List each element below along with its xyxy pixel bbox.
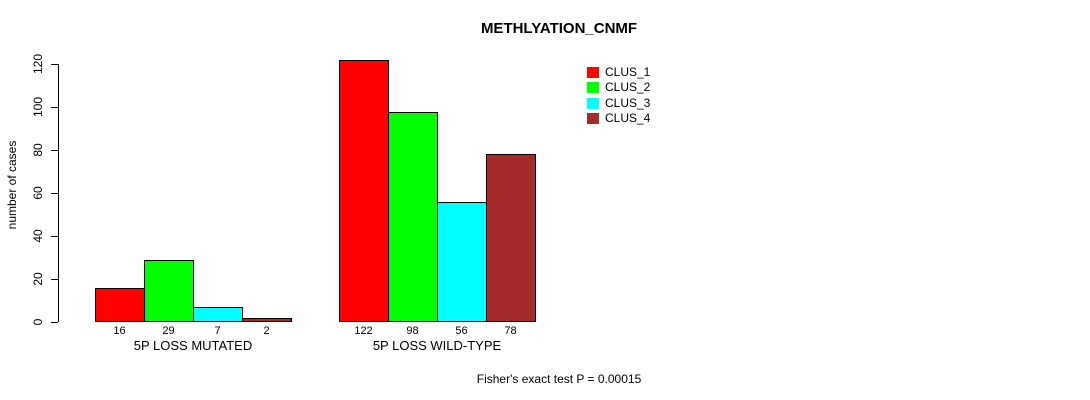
y-axis-tick-label: 20 [31, 272, 45, 286]
bar-clus_2 [388, 111, 438, 322]
bar-clus_2 [144, 259, 194, 322]
x-axis-group-label: 5P LOSS WILD-TYPE [372, 338, 502, 353]
bar-clus_1 [95, 287, 145, 322]
chart-title: METHLYATION_CNMF [480, 20, 638, 37]
bar-value-label: 78 [504, 325, 517, 337]
y-axis-tick [51, 63, 58, 65]
bar-value-label: 2 [263, 325, 270, 337]
y-axis-tick-label: 100 [31, 97, 45, 118]
bar-clus_3 [437, 201, 487, 322]
legend-label: CLUS_1 [605, 65, 651, 79]
bar-value-label: 7 [214, 325, 221, 337]
y-axis-line [58, 63, 59, 323]
legend-item: CLUS_4 [587, 111, 650, 126]
bar-clus_3 [193, 306, 243, 322]
y-axis-tick [51, 235, 58, 237]
y-axis-tick-label: 60 [31, 186, 45, 200]
bar-value-label: 16 [113, 325, 126, 337]
legend-swatch [587, 112, 599, 124]
x-axis-group-label: 5P LOSS MUTATED [133, 338, 253, 353]
legend-swatch [587, 97, 599, 109]
bar-value-label: 98 [406, 325, 419, 337]
legend-label: CLUS_4 [605, 110, 651, 125]
y-axis-tick-label: 40 [31, 229, 45, 243]
bar-clus_4 [486, 154, 536, 322]
legend-label: CLUS_2 [605, 80, 651, 95]
y-axis-tick [51, 192, 58, 194]
y-axis-tick-label: 80 [31, 143, 45, 157]
legend-swatch [587, 82, 599, 94]
y-axis-tick [51, 106, 58, 108]
y-axis-tick [51, 149, 58, 151]
legend: CLUS_1 CLUS_2 CLUS_3 CLUS_4 [587, 65, 650, 126]
bar-clus_4 [242, 317, 292, 322]
bar-value-label: 56 [455, 325, 468, 337]
legend-label: CLUS_3 [605, 95, 651, 110]
legend-item: CLUS_2 [587, 80, 650, 95]
bar-value-label: 122 [354, 325, 373, 337]
bar-value-label: 29 [162, 325, 175, 337]
legend-item: CLUS_1 [587, 65, 650, 80]
y-axis-tick [51, 278, 58, 280]
y-axis-tick-label: 120 [31, 54, 45, 75]
y-axis-tick [51, 321, 58, 323]
bar-clus_1 [339, 60, 389, 322]
y-axis-tick-label: 0 [31, 318, 45, 326]
legend-swatch [587, 67, 599, 78]
annotation-text: Fisher's exact test P = 0.00015 [476, 372, 642, 386]
legend-item: CLUS_3 [587, 96, 650, 111]
